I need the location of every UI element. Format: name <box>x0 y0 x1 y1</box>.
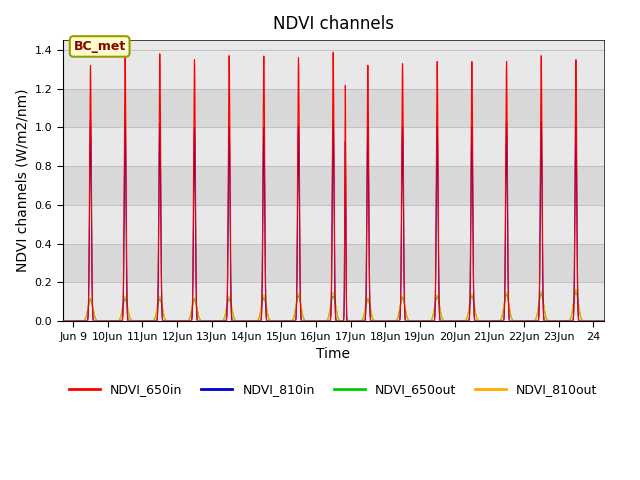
Bar <box>63 166 604 205</box>
Text: BC_met: BC_met <box>74 40 126 53</box>
Bar <box>63 50 604 89</box>
Legend: NDVI_650in, NDVI_810in, NDVI_650out, NDVI_810out: NDVI_650in, NDVI_810in, NDVI_650out, NDV… <box>64 378 602 401</box>
Bar <box>63 205 604 244</box>
Bar <box>63 244 604 282</box>
Bar <box>63 89 604 127</box>
X-axis label: Time: Time <box>316 347 350 361</box>
Y-axis label: NDVI channels (W/m2/nm): NDVI channels (W/m2/nm) <box>15 89 29 273</box>
Bar <box>63 127 604 166</box>
Bar <box>63 282 604 321</box>
Title: NDVI channels: NDVI channels <box>273 15 394 33</box>
